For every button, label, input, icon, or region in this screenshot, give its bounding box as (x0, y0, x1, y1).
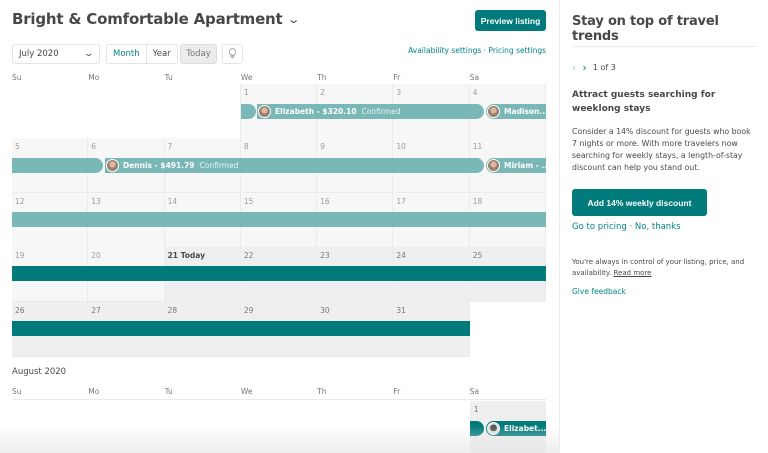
reservation-bar[interactable]: Dennis - $491.79 Confirmed (105, 158, 484, 173)
reservation-status: Confirmed (199, 161, 239, 170)
reservation-bar[interactable] (241, 104, 256, 119)
month-select[interactable]: July 2020 ⌄ (12, 44, 100, 64)
weekday: Mo (88, 73, 100, 82)
calendar-day-empty (88, 84, 165, 139)
weekday: Tu (164, 73, 173, 82)
chevron-left-icon[interactable]: ‹ (572, 61, 577, 74)
reservation-bar[interactable] (12, 266, 546, 281)
preview-listing-button[interactable]: Preview listing (475, 10, 546, 31)
settings-links: Availability settings · Pricing settings (408, 46, 546, 55)
chevron-right-icon[interactable]: › (582, 61, 587, 74)
read-more-link[interactable]: Read more (613, 268, 652, 277)
pager-count: 1 of 3 (592, 63, 616, 72)
guest-avatar (106, 159, 119, 172)
view-year-button[interactable]: Year (152, 49, 171, 59)
link-separator: · (626, 222, 635, 232)
calendar-day-empty (317, 401, 394, 453)
link-separator: · (481, 46, 489, 55)
weekday: Fr (393, 73, 401, 82)
reservation-status: Confirmed (361, 107, 401, 116)
today-button[interactable]: Today (180, 44, 217, 64)
control-text: You're always in control of your listing… (572, 258, 745, 277)
add-weekly-discount-button[interactable]: Add 14% weekly discount (572, 189, 707, 216)
calendar-main: Bright & Comfortable Apartment ⌄ Preview… (0, 10, 559, 453)
guest-avatar (487, 105, 500, 118)
weekday: Mo (88, 387, 100, 396)
weekday: Sa (469, 73, 480, 82)
insights-panel: Stay on top of travel trends ‹ › 1 of 3 … (559, 0, 768, 453)
reservation-guest: Dennis - $491.79 (123, 161, 195, 170)
calendar-day-empty (469, 302, 546, 357)
calendar-day-empty (88, 401, 165, 453)
divider (572, 46, 757, 47)
calendar-day-empty (12, 84, 89, 139)
availability-settings-link[interactable]: Availability settings (408, 46, 482, 55)
give-feedback-link[interactable]: Give feedback (572, 287, 626, 296)
control-note: You're always in control of your listing… (572, 257, 757, 278)
reservation-bar[interactable] (12, 158, 103, 173)
weekday: We (240, 387, 253, 396)
listing-title: Bright & Comfortable Apartment (12, 10, 283, 28)
weekday: Su (12, 387, 22, 396)
weekday: Th (317, 387, 327, 396)
card-pager: ‹ › 1 of 3 (572, 61, 616, 74)
calendar-day-empty (164, 84, 241, 139)
reservation-guest: Elizabet... (504, 424, 546, 433)
card-title: Attract guests searching for weeklong st… (572, 90, 716, 114)
weekday-header: Su Mo Tu We Th Fr Sa (12, 387, 546, 400)
weekday: Tu (164, 387, 173, 396)
go-to-pricing-link[interactable]: Go to pricing (572, 222, 627, 232)
reservation-bar[interactable]: Elizabet... (486, 421, 546, 436)
weekday: Fr (393, 387, 401, 396)
guest-avatar (487, 422, 500, 435)
chevron-down-icon: ⌄ (286, 12, 300, 26)
chevron-down-icon: ⌄ (83, 49, 95, 59)
listing-selector[interactable]: Bright & Comfortable Apartment ⌄ (12, 10, 300, 28)
no-thanks-link[interactable]: No, thanks (634, 222, 681, 232)
weekday: Th (317, 73, 327, 82)
reservation-bar[interactable]: Elizabeth - $320.10 Confirmed (257, 104, 484, 119)
reservation-bar[interactable] (12, 212, 546, 227)
guest-avatar (258, 105, 271, 118)
calendar-day-empty (393, 401, 470, 453)
weekday: Sa (469, 387, 480, 396)
reservation-bar[interactable] (12, 321, 470, 336)
lightbulb-help-icon[interactable] (222, 44, 243, 64)
calendar-week: 1 (12, 401, 546, 453)
reservation-bar[interactable]: Madison... (486, 104, 546, 119)
month-title: August 2020 (12, 367, 67, 377)
calendar-day-empty (164, 401, 241, 453)
reservation-bar[interactable]: Miriam - ... (486, 158, 546, 173)
pricing-settings-link[interactable]: Pricing settings (488, 46, 546, 55)
card-links: Go to pricing · No, thanks (572, 222, 681, 232)
calendar-day-empty (240, 401, 318, 453)
card-body: Consider a 14% discount for guests who b… (572, 127, 751, 172)
reservation-guest: Miriam - ... (504, 161, 546, 170)
month-select-value: July 2020 (19, 49, 59, 59)
guest-avatar (487, 159, 500, 172)
weekday: Su (12, 73, 22, 82)
reservation-guest: Madison... (504, 107, 546, 116)
calendar-day-empty (12, 401, 89, 453)
reservation-guest: Elizabeth - $320.10 (275, 107, 357, 116)
view-toggle: Month Year (106, 44, 178, 64)
weekday: We (240, 73, 253, 82)
panel-title: Stay on top of travel trends (572, 14, 719, 44)
view-month-button[interactable]: Month (107, 45, 147, 63)
